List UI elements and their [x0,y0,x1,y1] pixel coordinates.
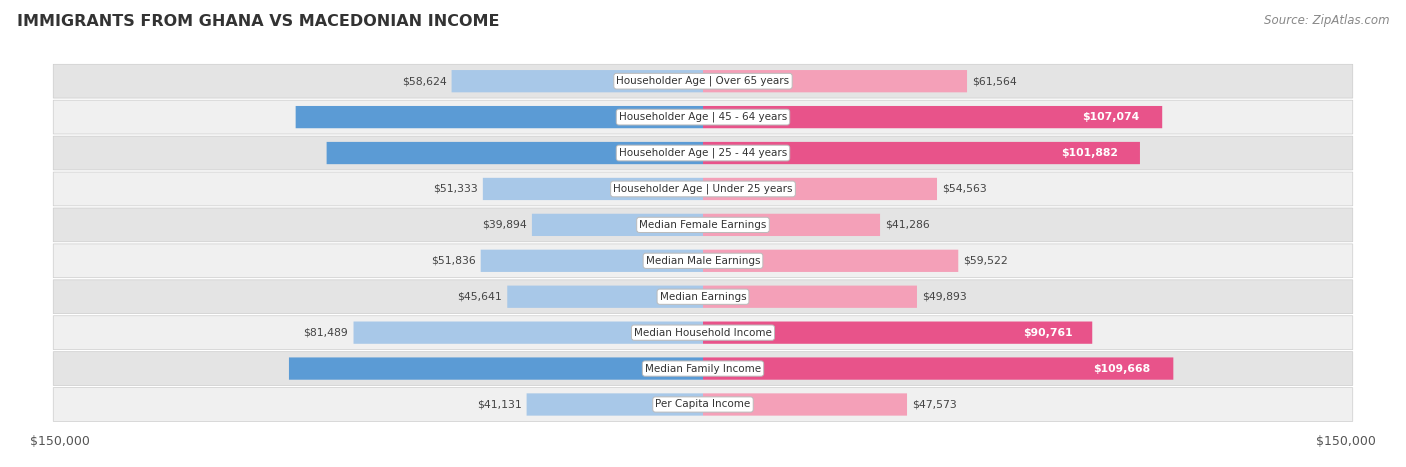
Text: $39,894: $39,894 [482,220,527,230]
FancyBboxPatch shape [53,172,1353,206]
FancyBboxPatch shape [527,393,703,416]
FancyBboxPatch shape [508,286,703,308]
Text: $109,668: $109,668 [1092,364,1150,374]
FancyBboxPatch shape [53,136,1353,170]
Text: $51,333: $51,333 [433,184,478,194]
FancyBboxPatch shape [531,214,703,236]
FancyBboxPatch shape [53,280,1353,314]
Text: Householder Age | 45 - 64 years: Householder Age | 45 - 64 years [619,112,787,122]
FancyBboxPatch shape [53,388,1353,421]
Text: $101,882: $101,882 [1062,148,1118,158]
Text: $90,761: $90,761 [1024,328,1073,338]
Text: $58,624: $58,624 [402,76,447,86]
Text: Median Family Income: Median Family Income [645,364,761,374]
FancyBboxPatch shape [326,142,703,164]
FancyBboxPatch shape [703,250,959,272]
Text: $51,836: $51,836 [430,256,475,266]
FancyBboxPatch shape [703,214,880,236]
FancyBboxPatch shape [53,208,1353,242]
FancyBboxPatch shape [353,321,703,344]
FancyBboxPatch shape [703,393,907,416]
Text: $87,760: $87,760 [685,148,734,158]
Text: Householder Age | Under 25 years: Householder Age | Under 25 years [613,184,793,194]
FancyBboxPatch shape [295,106,703,128]
Text: Median Male Earnings: Median Male Earnings [645,256,761,266]
FancyBboxPatch shape [481,250,703,272]
FancyBboxPatch shape [703,321,1092,344]
FancyBboxPatch shape [703,286,917,308]
FancyBboxPatch shape [703,357,1174,380]
FancyBboxPatch shape [53,64,1353,98]
Text: Median Household Income: Median Household Income [634,328,772,338]
FancyBboxPatch shape [703,178,936,200]
Text: $94,982: $94,982 [683,112,733,122]
FancyBboxPatch shape [703,70,967,92]
Text: Householder Age | Over 65 years: Householder Age | Over 65 years [616,76,790,86]
Text: Source: ZipAtlas.com: Source: ZipAtlas.com [1264,14,1389,27]
Text: Per Capita Income: Per Capita Income [655,399,751,410]
Text: $107,074: $107,074 [1083,112,1139,122]
FancyBboxPatch shape [53,316,1353,349]
Text: $45,641: $45,641 [457,292,502,302]
Text: $47,573: $47,573 [912,399,957,410]
FancyBboxPatch shape [53,100,1353,134]
Text: Median Female Earnings: Median Female Earnings [640,220,766,230]
FancyBboxPatch shape [703,106,1163,128]
FancyBboxPatch shape [290,357,703,380]
Text: $49,893: $49,893 [922,292,967,302]
FancyBboxPatch shape [53,244,1353,278]
Text: $41,131: $41,131 [477,399,522,410]
Text: $96,544: $96,544 [682,364,733,374]
FancyBboxPatch shape [53,352,1353,385]
Text: IMMIGRANTS FROM GHANA VS MACEDONIAN INCOME: IMMIGRANTS FROM GHANA VS MACEDONIAN INCO… [17,14,499,29]
FancyBboxPatch shape [703,142,1140,164]
FancyBboxPatch shape [451,70,703,92]
FancyBboxPatch shape [482,178,703,200]
Text: $59,522: $59,522 [963,256,1008,266]
Text: $61,564: $61,564 [972,76,1017,86]
Text: $41,286: $41,286 [886,220,929,230]
Text: Median Earnings: Median Earnings [659,292,747,302]
Text: $54,563: $54,563 [942,184,987,194]
Text: $81,489: $81,489 [304,328,349,338]
Text: Householder Age | 25 - 44 years: Householder Age | 25 - 44 years [619,148,787,158]
